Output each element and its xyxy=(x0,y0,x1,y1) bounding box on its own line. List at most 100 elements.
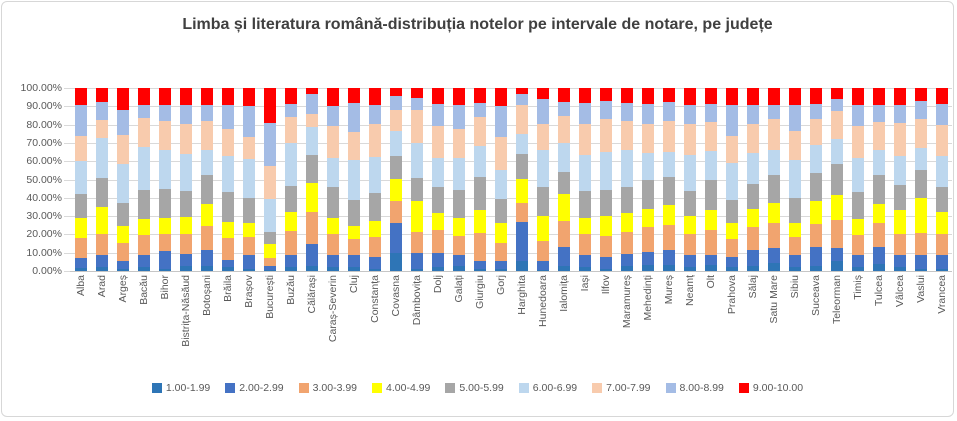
bar-segment-1.00-1.99 xyxy=(452,266,465,271)
bar-segment-4.00-4.99 xyxy=(221,221,234,239)
legend-swatch xyxy=(445,383,456,393)
bar-segment-9.00-10.00 xyxy=(95,88,108,102)
bar-segment-9.00-10.00 xyxy=(389,88,402,97)
bar-segment-9.00-10.00 xyxy=(788,88,801,105)
bar-segment-9.00-10.00 xyxy=(242,88,255,107)
bar-segment-8.00-8.99 xyxy=(746,105,759,124)
bar-segment-2.00-2.99 xyxy=(641,251,654,265)
bar-segment-5.00-5.99 xyxy=(284,185,297,213)
bar-segment-9.00-10.00 xyxy=(263,88,276,123)
bar-segment-7.00-7.99 xyxy=(935,124,948,156)
bar-segment-6.00-6.99 xyxy=(452,158,465,190)
bar-segment-7.00-7.99 xyxy=(662,120,675,153)
bar-segment-2.00-2.99 xyxy=(284,254,297,268)
bar-segment-1.00-1.99 xyxy=(830,260,843,271)
bar-segment-9.00-10.00 xyxy=(746,88,759,106)
bar-segment-9.00-10.00 xyxy=(221,88,234,105)
bar-alba xyxy=(74,88,87,271)
x-axis-label-slot: Harghita xyxy=(511,275,532,371)
bar-segment-1.00-1.99 xyxy=(683,267,696,271)
bar-segment-3.00-3.99 xyxy=(599,236,612,258)
bar-segment-9.00-10.00 xyxy=(893,88,906,105)
bar-segment-5.00-5.99 xyxy=(116,203,129,227)
bar-segment-8.00-8.99 xyxy=(767,104,780,120)
bar-segment-9.00-10.00 xyxy=(200,88,213,105)
x-axis-label-slot: Cluj xyxy=(343,275,364,371)
y-tick-mark xyxy=(64,271,70,272)
bar-segment-1.00-1.99 xyxy=(431,267,444,271)
plot-area xyxy=(64,88,952,272)
legend-swatch xyxy=(225,383,236,393)
bar-galați xyxy=(452,88,465,271)
bar-sălaj xyxy=(746,88,759,271)
x-axis-label: Ialomița xyxy=(557,275,570,312)
bar-segment-5.00-5.99 xyxy=(683,191,696,217)
bar-segment-5.00-5.99 xyxy=(158,188,171,218)
bar-brașov xyxy=(242,88,255,271)
x-axis-label: Buzău xyxy=(284,275,297,305)
x-axis-label-slot: Giurgiu xyxy=(469,275,490,371)
bar-segment-2.00-2.99 xyxy=(536,260,549,271)
bar-segment-8.00-8.99 xyxy=(242,106,255,137)
bar-segment-8.00-8.99 xyxy=(872,104,885,122)
bar-segment-5.00-5.99 xyxy=(536,186,549,217)
bar-segment-6.00-6.99 xyxy=(578,154,591,192)
bar-brăila xyxy=(221,88,234,271)
bar-segment-5.00-5.99 xyxy=(578,191,591,218)
bar-segment-6.00-6.99 xyxy=(536,150,549,187)
bar-segment-7.00-7.99 xyxy=(788,131,801,161)
bar-segment-8.00-8.99 xyxy=(641,103,654,124)
bar-segment-2.00-2.99 xyxy=(410,252,423,270)
bar-segment-7.00-7.99 xyxy=(242,136,255,160)
y-tick-mark xyxy=(64,161,70,163)
bar-segment-6.00-6.99 xyxy=(872,150,885,175)
y-tick-mark xyxy=(64,252,70,254)
bar-segment-2.00-2.99 xyxy=(578,254,591,268)
bar-segment-2.00-2.99 xyxy=(683,255,696,268)
bar-segment-2.00-2.99 xyxy=(326,255,339,268)
gridline xyxy=(70,197,952,199)
bar-segment-1.00-1.99 xyxy=(620,266,633,271)
bar-segment-8.00-8.99 xyxy=(620,102,633,121)
bar-segment-3.00-3.99 xyxy=(74,238,87,259)
x-axis-label: București xyxy=(263,275,276,319)
bar-segment-8.00-8.99 xyxy=(137,104,150,119)
bar-segment-8.00-8.99 xyxy=(935,103,948,125)
gridline xyxy=(70,124,952,126)
bar-segment-9.00-10.00 xyxy=(809,88,822,104)
bar-segment-5.00-5.99 xyxy=(95,177,108,207)
legend-label: 1.00-1.99 xyxy=(165,382,211,394)
bar-segment-4.00-4.99 xyxy=(830,195,843,220)
bar-segment-8.00-8.99 xyxy=(893,104,906,123)
bar-segment-2.00-2.99 xyxy=(179,253,192,267)
bar-segment-4.00-4.99 xyxy=(536,216,549,241)
y-axis-tick-label: 70.00% xyxy=(26,136,62,149)
bar-segment-5.00-5.99 xyxy=(599,189,612,217)
x-axis-label-slot: Brașov xyxy=(238,275,259,371)
bar-segment-3.00-3.99 xyxy=(431,229,444,253)
bar-segment-8.00-8.99 xyxy=(431,103,444,127)
x-axis-label-slot: Sibiu xyxy=(784,275,805,371)
bar-segment-4.00-4.99 xyxy=(368,220,381,238)
bar-segment-2.00-2.99 xyxy=(767,248,780,263)
x-axis-label: Dâmbovița xyxy=(410,275,423,326)
x-axis-label: Satu Mare xyxy=(767,275,780,324)
bar-segment-1.00-1.99 xyxy=(767,262,780,271)
bar-segment-7.00-7.99 xyxy=(179,123,192,154)
bar-segment-5.00-5.99 xyxy=(305,154,318,184)
bar-segment-9.00-10.00 xyxy=(662,88,675,102)
bar-harghita xyxy=(515,88,528,271)
bar-segment-6.00-6.99 xyxy=(326,157,339,187)
bar-segment-9.00-10.00 xyxy=(767,88,780,105)
bar-suceava xyxy=(809,88,822,271)
bar-segment-6.00-6.99 xyxy=(137,146,150,190)
x-axis: Alba Arad Argeș Bacău Bihor Bistrița-Năsăud Bo… xyxy=(70,275,952,371)
bar-segment-7.00-7.99 xyxy=(200,121,213,151)
bar-segment-7.00-7.99 xyxy=(221,129,234,156)
bar-prahova xyxy=(725,88,738,271)
bar-segment-6.00-6.99 xyxy=(809,144,822,174)
bar-segment-3.00-3.99 xyxy=(893,234,906,255)
bar-segment-9.00-10.00 xyxy=(557,88,570,102)
bar-segment-7.00-7.99 xyxy=(95,120,108,139)
bar-segment-9.00-10.00 xyxy=(914,88,927,101)
